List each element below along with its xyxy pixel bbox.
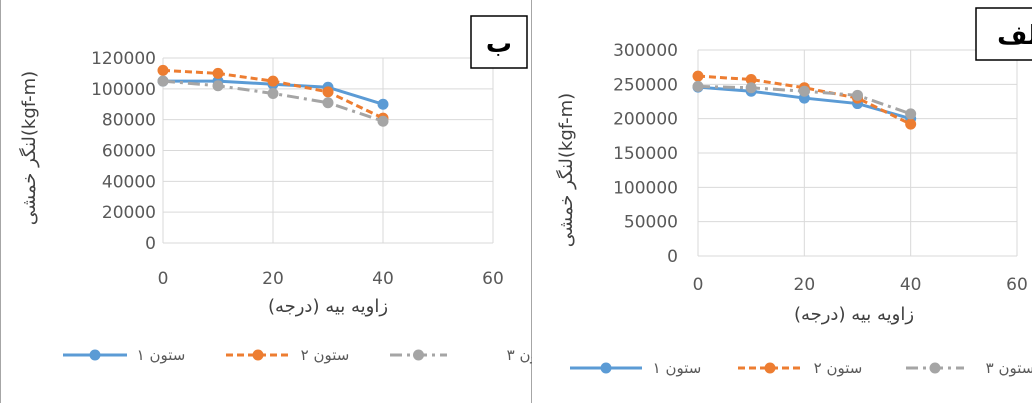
y-tick-label: 0 [667, 247, 678, 267]
panel-label: الف [997, 21, 1032, 51]
y-tick-label: 120000 [91, 49, 156, 69]
legend-label-series-1: ستون ۱ [653, 359, 702, 377]
data-point-series-2 [905, 118, 917, 130]
legend-marker-series-3 [929, 362, 941, 374]
legend-label-series-2: ستون ۲ [814, 359, 863, 377]
y-tick-label: 100000 [91, 80, 156, 100]
data-point-series-3 [798, 85, 810, 97]
data-point-series-3 [745, 82, 757, 94]
y-tick-label: 80000 [102, 111, 156, 131]
data-point-series-3 [322, 97, 334, 109]
legend-label-series-3: ستون ۳ [986, 359, 1032, 377]
legend-marker-series-1 [600, 362, 612, 374]
y-tick-label: 100000 [613, 178, 678, 198]
x-axis-title: زاویه بیه (درجه) [268, 296, 388, 317]
legend-marker-series-1 [89, 349, 101, 361]
legend-label-series-3: ستون ۳ [507, 346, 533, 364]
data-point-series-2 [322, 86, 334, 98]
data-point-series-2 [212, 67, 224, 79]
y-tick-label: 60000 [102, 142, 156, 162]
y-axis-title: لنگر خمشی(kgf-m) [18, 71, 40, 225]
legend-label-series-1: ستون ۱ [137, 346, 186, 364]
y-tick-label: 50000 [624, 213, 678, 233]
x-tick-label: 20 [262, 269, 284, 289]
y-axis-title: لنگر خمشی(kgf-m) [555, 93, 577, 247]
data-point-series-2 [157, 64, 169, 76]
legend-marker-series-2 [764, 362, 776, 374]
data-point-series-3 [852, 89, 863, 101]
y-tick-label: 250000 [613, 75, 678, 95]
x-tick-label: 40 [900, 275, 922, 295]
panel-label-box [975, 7, 1032, 61]
x-tick-label: 0 [693, 275, 704, 295]
y-tick-label: 0 [145, 234, 156, 254]
y-tick-label: 200000 [613, 110, 678, 130]
panel-label-box [470, 15, 528, 69]
data-point-series-3 [157, 75, 169, 87]
data-point-series-3 [377, 115, 389, 127]
y-tick-label: 300000 [613, 41, 678, 61]
legend-marker-series-3 [413, 349, 424, 361]
chart-panel-b: 0 20 40 60 0 20000 40000 60000 80000 100000 120000… [0, 0, 533, 403]
x-tick-label: 40 [372, 269, 394, 289]
legend-label-series-2: ستون ۲ [301, 346, 350, 364]
legend-marker-series-2 [252, 349, 264, 361]
y-tick-label: 40000 [102, 172, 156, 192]
x-tick-label: 60 [482, 269, 504, 289]
chart-alef-svg: 0 20 40 60 0 50000 100000 150000 200000 250000 300… [555, 7, 1032, 377]
chart-panel-alef: 0 20 40 60 0 50000 100000 150000 200000 250000 300… [532, 0, 1032, 403]
data-point-series-2 [692, 70, 704, 82]
panel-label: ب [486, 29, 512, 59]
y-tick-label: 150000 [613, 144, 678, 164]
y-tick-label: 20000 [102, 203, 156, 223]
data-point-series-3 [905, 108, 917, 120]
x-tick-label: 60 [1006, 275, 1028, 295]
data-point-series-2 [267, 75, 279, 87]
data-point-series-3 [212, 80, 224, 92]
data-point-series-3 [692, 80, 704, 92]
x-tick-label: 0 [158, 269, 169, 289]
data-point-series-2 [745, 74, 757, 86]
series-line-2 [697, 74, 912, 126]
data-point-series-1 [377, 98, 389, 110]
x-tick-label: 20 [794, 275, 816, 295]
chart-b-svg: 0 20 40 60 0 20000 40000 60000 80000 100000 120000… [18, 15, 533, 364]
x-axis-title: زاویه بیه (درجه) [794, 304, 914, 325]
data-point-series-3 [267, 87, 279, 99]
